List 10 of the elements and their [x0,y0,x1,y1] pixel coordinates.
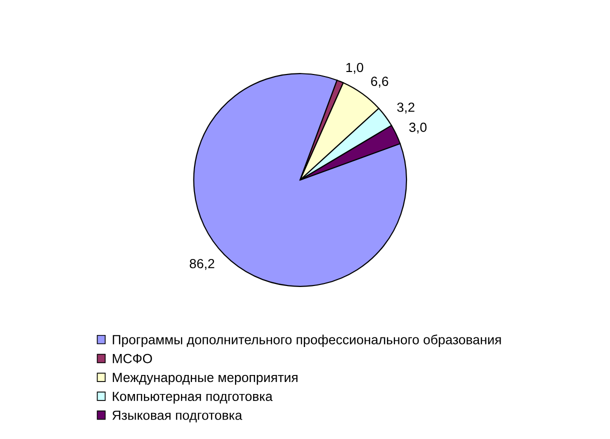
data-label: 3,2 [397,102,414,114]
legend-label: Языковая подготовка [112,410,242,422]
data-label: 86,2 [190,258,214,270]
legend-label: Международные мероприятия [112,372,298,385]
legend-label: Компьютерная подготовка [112,392,273,404]
data-label: 6,6 [371,76,388,88]
data-label: 1,0 [346,62,364,74]
legend-label: МСФО [112,354,152,364]
legend-label: Программы дополнительного профессионального образования [112,334,501,347]
data-label: 3,0 [409,122,427,134]
